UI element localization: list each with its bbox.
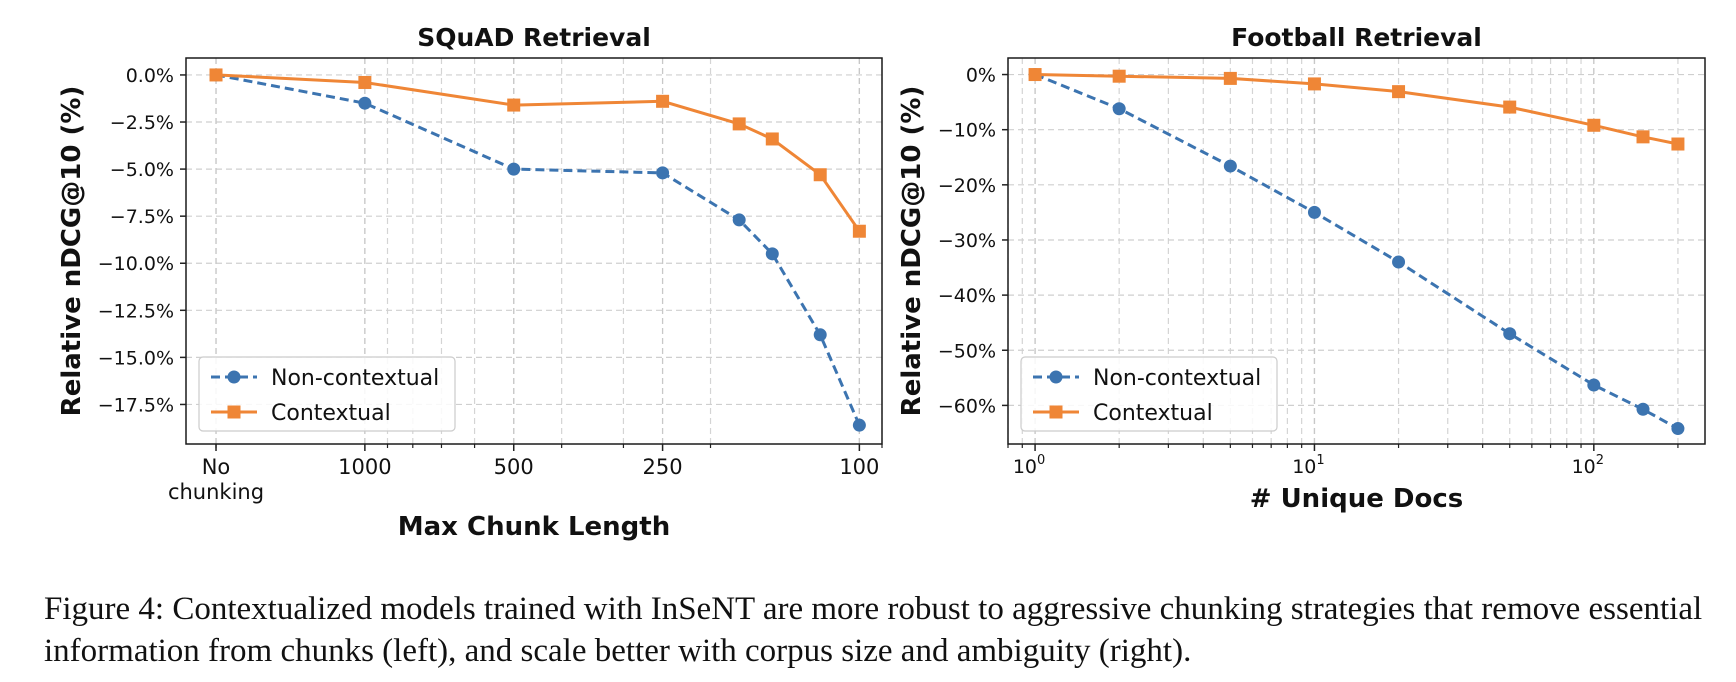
chart-title: SQuAD Retrieval [417, 23, 651, 52]
y-tick-label: −12.5% [98, 300, 174, 322]
plot-frame [1007, 57, 1706, 445]
legend: Non-contextual Contextual [1020, 356, 1278, 432]
legend-label: Non-contextual [1093, 366, 1261, 391]
plot-frame [185, 57, 883, 445]
data-point [1112, 102, 1126, 116]
data-point [1503, 100, 1517, 114]
chart-panel-1: 0.0% −2.5% −5.0% −7.5% −10.0% −12.5% −15.0% −17… [57, 23, 883, 542]
data-point [358, 75, 372, 89]
x-axis-label: Max Chunk Length [398, 512, 670, 542]
series-contextual [209, 68, 866, 238]
y-axis-label: Relative nDCG@10 (%) [897, 86, 927, 417]
x-tick-label: chunking [168, 480, 264, 504]
data-point [1223, 71, 1237, 85]
data-point [656, 94, 670, 108]
data-point [765, 132, 779, 146]
legend-label: Contextual [271, 401, 391, 426]
y-tick-label: −10.0% [98, 253, 174, 275]
data-point [1636, 402, 1650, 416]
x-tick-label: 101 [1292, 453, 1324, 478]
data-point [1636, 130, 1650, 144]
x-axis-label: # Unique Docs [1250, 484, 1464, 514]
legend-label: Contextual [1093, 401, 1213, 426]
x-tick-label: 500 [494, 455, 534, 479]
y-tick-label: −5.0% [110, 159, 174, 181]
y-tick-label: −15.0% [98, 347, 174, 369]
data-point [1112, 69, 1126, 83]
data-point [507, 98, 521, 112]
data-point [1307, 77, 1321, 91]
x-tick-label: No [202, 455, 231, 479]
data-point [1671, 422, 1685, 436]
legend-marker [227, 370, 241, 384]
data-point [1392, 255, 1406, 269]
data-point [852, 418, 866, 432]
chart-panel-2: 0% −10% −20% −30% −40% −50% −60% 100 101 102 Footb… [897, 23, 1706, 514]
data-point [1587, 378, 1601, 392]
y-tick-label: −7.5% [110, 206, 174, 228]
y-axis-label: Relative nDCG@10 (%) [57, 86, 87, 417]
series-contextual [1028, 68, 1685, 151]
x-tick-label: 100 [839, 455, 879, 479]
y-tick-label: −30% [938, 230, 996, 252]
y-tick-label: −20% [938, 175, 996, 197]
data-point [765, 247, 779, 261]
series-line [215, 73, 861, 426]
series-line [215, 73, 861, 233]
x-tick-label: 1000 [338, 455, 391, 479]
legend: Non-contextual Contextual [198, 356, 456, 432]
y-tick-label: −60% [938, 395, 996, 417]
data-point [656, 166, 670, 180]
data-point [813, 328, 827, 342]
legend-box [1020, 356, 1278, 432]
data-point [732, 117, 746, 131]
y-tick-label: −17.5% [98, 394, 174, 416]
legend-marker [1049, 370, 1063, 384]
data-point [358, 96, 372, 110]
series-non-contextual [1028, 68, 1685, 436]
data-point [1392, 85, 1406, 99]
chart-title: Football Retrieval [1231, 23, 1482, 52]
data-point [1028, 68, 1042, 82]
y-tick-label: −2.5% [110, 112, 174, 134]
data-point [813, 168, 827, 182]
data-point [732, 213, 746, 227]
data-point [1587, 118, 1601, 132]
y-tick-label: −40% [938, 285, 996, 307]
data-point [209, 68, 223, 82]
legend-marker [227, 405, 241, 419]
data-point [1671, 137, 1685, 151]
y-tick-label: −10% [938, 120, 996, 142]
y-tick-label: 0% [966, 65, 996, 87]
x-tick-label: 100 [1013, 453, 1045, 478]
legend-marker [1049, 405, 1063, 419]
y-tick-label: 0.0% [126, 65, 174, 87]
data-point [852, 224, 866, 238]
data-point [1503, 327, 1517, 341]
data-point [1223, 159, 1237, 173]
figure: 0.0% −2.5% −5.0% −7.5% −10.0% −12.5% −15.0% −17… [57, 23, 1706, 542]
legend-box [198, 356, 456, 432]
grid [186, 58, 883, 444]
x-tick-label: 250 [643, 455, 683, 479]
data-point [1307, 205, 1321, 219]
data-point [507, 162, 521, 176]
y-tick-label: −50% [938, 340, 996, 362]
legend-label: Non-contextual [271, 366, 439, 391]
figure-caption: Figure 4: Contextualized models trained … [44, 591, 1703, 669]
x-tick-label: 102 [1572, 453, 1604, 478]
